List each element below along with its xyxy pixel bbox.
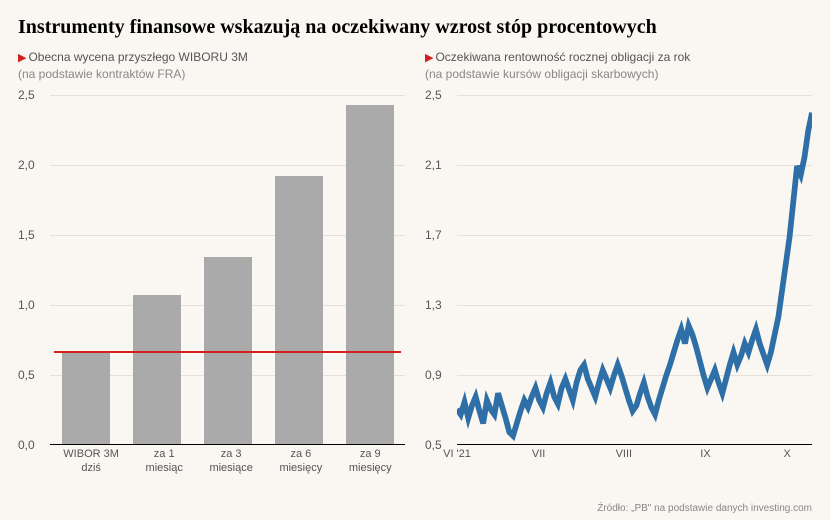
bar (133, 295, 181, 444)
x-month-label: X (783, 448, 790, 460)
right-x-labels: VI '21VIIVIIIIXX (457, 445, 812, 475)
left-y-axis: 0,00,51,01,52,02,5 (18, 95, 48, 445)
x-category-label: za 3 miesiące (209, 445, 252, 475)
left-x-labels: WIBOR 3M dziś za 1 miesiąc za 3 miesiące za… (50, 445, 405, 475)
x-month-label: VIII (616, 448, 633, 460)
y-tick-label: 0,9 (425, 368, 442, 382)
left-subnote: (na podstawie kontraktów FRA) (18, 67, 405, 81)
y-tick-label: 2,5 (425, 88, 442, 102)
right-plot (457, 95, 812, 445)
y-tick-label: 0,5 (425, 438, 442, 452)
y-tick-label: 0,5 (18, 368, 35, 382)
y-tick-label: 1,5 (18, 228, 35, 242)
x-month-label: VII (532, 448, 545, 460)
panels: ▶Obecna wycena przyszłego WIBORU 3M (na … (18, 49, 812, 475)
right-panel: ▶Oczekiwana rentowność rocznej obligacji… (425, 49, 812, 475)
right-subtitle-text: Oczekiwana rentowność rocznej obligacji … (435, 50, 690, 64)
triangle-icon: ▶ (425, 52, 433, 64)
x-month-label: VI '21 (443, 448, 471, 460)
y-tick-label: 2,5 (18, 88, 35, 102)
left-chart: 0,00,51,01,52,02,5 WIBOR 3M dziśza 1 mie… (18, 95, 405, 475)
y-tick-label: 1,0 (18, 298, 35, 312)
triangle-icon: ▶ (18, 52, 26, 64)
bar (275, 176, 323, 444)
right-subnote: (na podstawie kursów obligacji skarbowyc… (425, 67, 812, 81)
right-y-axis: 0,50,91,31,72,12,5 (425, 95, 455, 445)
x-category-label: za 1 miesiąc (146, 445, 183, 475)
y-tick-label: 0,0 (18, 438, 35, 452)
left-subtitle: ▶Obecna wycena przyszłego WIBORU 3M (18, 49, 405, 66)
x-category-label: za 6 miesięcy (279, 445, 322, 475)
x-month-label: IX (700, 448, 710, 460)
y-tick-label: 2,0 (18, 158, 35, 172)
y-tick-label: 1,7 (425, 228, 442, 242)
y-tick-label: 1,3 (425, 298, 442, 312)
reference-line (54, 351, 401, 353)
bar-group (50, 95, 405, 444)
source-note: Źródło: „PB" na podstawie danych investi… (597, 503, 812, 514)
left-panel: ▶Obecna wycena przyszłego WIBORU 3M (na … (18, 49, 405, 475)
right-subtitle: ▶Oczekiwana rentowność rocznej obligacji… (425, 49, 812, 66)
left-subtitle-text: Obecna wycena przyszłego WIBORU 3M (28, 50, 247, 64)
y-tick-label: 2,1 (425, 158, 442, 172)
x-category-label: za 9 miesięcy (349, 445, 392, 475)
left-plot (50, 95, 405, 445)
right-chart: 0,50,91,31,72,12,5 VI '21VIIVIIIIXX (425, 95, 812, 475)
bar (62, 351, 110, 445)
x-category-label: WIBOR 3M dziś (63, 445, 119, 475)
line-series (457, 95, 812, 450)
yield-line (457, 113, 812, 436)
bar (346, 105, 394, 444)
main-title: Instrumenty finansowe wskazują na oczeki… (18, 16, 812, 39)
